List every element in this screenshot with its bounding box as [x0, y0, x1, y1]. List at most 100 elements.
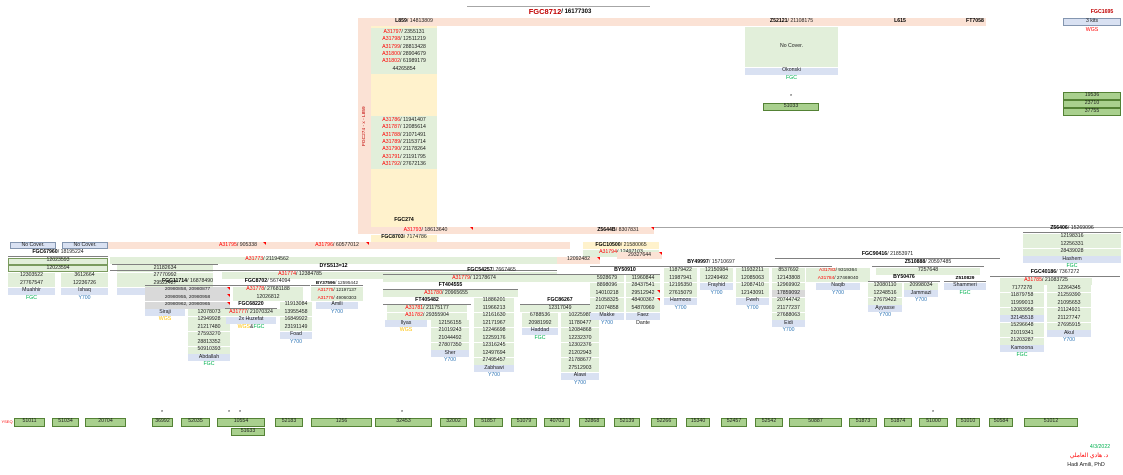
footer-author-arabic: د. هادي العاملي	[1069, 453, 1109, 459]
star-marker: *	[400, 409, 404, 416]
surname: Siraji	[145, 309, 185, 316]
variant-position: 12303522	[8, 272, 55, 280]
branch-header: FGC8702 / 5674094	[225, 279, 310, 287]
variant-position: 8898096	[590, 282, 624, 290]
test-type: Y700	[746, 304, 759, 311]
variant-position: 21019341	[1000, 330, 1044, 337]
snp-label: FGC274	[394, 217, 414, 224]
variant-position: 21074858	[590, 305, 624, 312]
variant-position: 12026812	[233, 294, 303, 301]
surname: Naqib	[816, 282, 860, 290]
variant-position: 20980962, 20980965	[145, 301, 230, 309]
branch-band	[383, 275, 600, 282]
surname: Ilyas	[385, 320, 427, 327]
branch-band	[358, 227, 654, 235]
comment-marker	[597, 256, 600, 260]
snp-label: FT7058	[966, 17, 984, 24]
variant-position: 12083958	[1000, 307, 1044, 315]
comment-marker	[657, 290, 660, 293]
snp-label: A31774 / 12384785	[278, 271, 322, 278]
divider-line	[358, 226, 1123, 228]
variant-position: 12232370	[561, 335, 599, 342]
test-type: FGC	[1016, 352, 1028, 359]
snp-label: A31802 / 61989179	[382, 58, 426, 65]
kit-number: 32453	[375, 417, 432, 427]
snp-label: Z5644B / 8307831	[582, 227, 654, 234]
variant-position: 32145518	[1000, 315, 1044, 322]
surname: Ayyasse	[868, 305, 902, 312]
snp-label: A31790 / 21178264	[382, 146, 426, 153]
variant-position: 12087410	[736, 282, 769, 290]
variant-position: 5928679	[590, 275, 624, 282]
kit-number: 51079	[511, 417, 537, 427]
test-type: WGS	[1085, 26, 1099, 33]
variant-position: 11879422	[664, 267, 697, 275]
surname: Muahhir	[8, 287, 55, 295]
variant-position: 12023593	[8, 257, 108, 265]
variant-position: 21124921	[1047, 307, 1091, 315]
kit-number: 51010	[956, 417, 980, 427]
variant-position: 11913084	[280, 301, 312, 309]
variant-position: 20980858, 20980877	[145, 286, 230, 294]
kit-number: 36992	[152, 417, 173, 427]
variant-position: 11966213	[474, 305, 514, 312]
variant-position: 12080110	[868, 282, 902, 290]
test-type: Y700	[78, 294, 91, 301]
variant-position: 12023594	[8, 265, 108, 272]
snp-label: A31791 / 21191795	[382, 153, 426, 160]
snp-label: A31775 / 12197137	[311, 286, 363, 294]
surname: Haddad	[522, 327, 558, 335]
snp-block	[371, 28, 437, 74]
variant-position: 21788677	[561, 357, 599, 365]
snp-label: L615	[894, 17, 906, 24]
branch-band	[110, 256, 557, 264]
test-type: Y700	[878, 312, 892, 319]
variant-position: 12316245	[474, 342, 514, 350]
variant-position: 12246698	[474, 327, 514, 335]
test-type: Y700	[487, 372, 501, 379]
test-type: FGC	[203, 361, 215, 368]
branch-header: Z510888 / 20597485	[872, 260, 984, 268]
variant-position: 12256331	[1023, 241, 1121, 248]
snp-label: A31797 / 2355131	[383, 29, 425, 36]
variant-position: 13955458	[280, 309, 312, 316]
surname: Shammeri	[944, 282, 986, 290]
test-type: FGC	[1066, 263, 1078, 270]
variant-position: 21095653	[1047, 300, 1091, 307]
chart-title: FGC8712 / 16177303	[430, 6, 690, 17]
branch-header: BY37596 / 12595442	[311, 279, 363, 287]
kit-number: 19536	[1063, 92, 1121, 100]
variant-position: 11932211	[736, 267, 769, 275]
surname: 2x Huzefat	[226, 316, 276, 324]
branch-header: FGC90416 / 21853971	[775, 252, 1000, 260]
variant-position: 29512942	[626, 290, 660, 297]
footer-author: Hadi Amili, PhD	[1067, 462, 1105, 468]
test-type: FGC	[786, 74, 797, 81]
kit-number: 52542	[755, 417, 783, 427]
variant-position: 21177237	[772, 305, 805, 312]
surname: Sher	[431, 350, 469, 357]
comment-marker	[651, 227, 654, 230]
kit-number: 15340	[686, 417, 710, 427]
surname: Akul	[1047, 330, 1091, 337]
variant-position: 12249492	[700, 275, 733, 282]
comment-marker	[657, 297, 660, 301]
kit-number: 40703	[544, 417, 570, 427]
test-type: Y700	[674, 304, 687, 311]
variant-position: 21259390	[1047, 292, 1091, 300]
variant-position: 3612664	[61, 272, 108, 280]
test-type: Y700	[710, 289, 723, 296]
branch-header: FGC86267	[520, 297, 600, 305]
variant-position: 21019243	[431, 327, 469, 335]
variant-position: 12236726	[61, 280, 108, 287]
snp-label: A31783 / 9319364	[806, 267, 870, 275]
star-marker: *	[931, 409, 935, 416]
branch-header: FT404555	[383, 282, 518, 290]
kit-number: 37755	[1063, 108, 1121, 116]
test-type: Y700	[289, 338, 303, 345]
comment-marker	[470, 227, 473, 230]
kit-number: 51012	[1024, 417, 1078, 427]
variant-position: 27615079	[664, 290, 697, 297]
variant-position: 21044492	[431, 335, 469, 342]
